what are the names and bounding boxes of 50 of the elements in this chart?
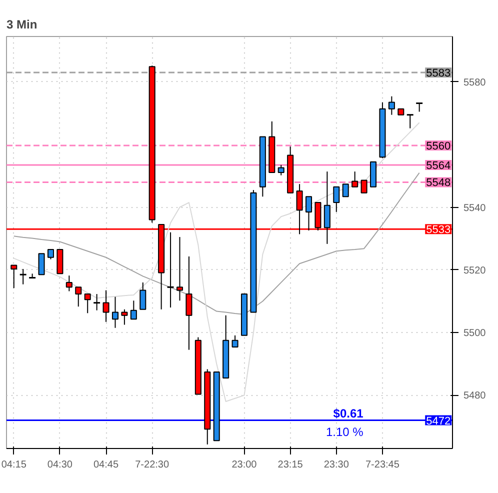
candlestick bbox=[176, 236, 184, 302]
annotation: 1.10 % bbox=[326, 425, 364, 440]
candlestick bbox=[10, 264, 18, 289]
x-tick-label: 23:00 bbox=[232, 460, 258, 470]
candlestick bbox=[352, 171, 358, 188]
x-tick-label: 7-23:45 bbox=[366, 460, 400, 470]
candlestick bbox=[333, 186, 340, 212]
ref-line-label: 5583 bbox=[426, 68, 451, 80]
candlestick bbox=[92, 294, 101, 311]
ref-line-label: 5548 bbox=[426, 177, 451, 190]
ref-line-label: 5560 bbox=[426, 140, 451, 153]
candlestick bbox=[38, 253, 45, 276]
candlestick bbox=[121, 308, 128, 326]
ref-line-label: 5472 bbox=[426, 415, 451, 428]
candlestick bbox=[112, 296, 118, 328]
ref-line-label: 5533 bbox=[426, 224, 451, 236]
candlestick bbox=[342, 184, 349, 198]
line-series bbox=[13, 122, 420, 402]
candlestick bbox=[278, 164, 284, 176]
candlestick bbox=[324, 171, 330, 244]
candlestick bbox=[232, 334, 238, 348]
candlestick bbox=[66, 275, 72, 292]
candlestick bbox=[19, 268, 28, 285]
candlestick bbox=[102, 290, 110, 322]
x-tick-label: 04:45 bbox=[94, 460, 119, 470]
candlestick bbox=[305, 196, 312, 231]
line-series bbox=[13, 172, 420, 315]
candlestick bbox=[130, 300, 137, 320]
candlestick bbox=[75, 286, 82, 308]
candlestick bbox=[84, 294, 91, 314]
candlestick bbox=[47, 249, 54, 260]
x-tick-label: 23:15 bbox=[278, 460, 304, 470]
candlestick bbox=[360, 180, 368, 194]
x-tick-label: 23:30 bbox=[324, 460, 350, 470]
candlestick bbox=[166, 232, 174, 308]
y-tick-label: 5520 bbox=[464, 265, 486, 276]
annotation: $0.61 bbox=[333, 406, 364, 420]
chart-title: 3 Min bbox=[6, 18, 38, 32]
text: 5564 bbox=[426, 160, 451, 172]
y-tick-label: 5580 bbox=[464, 77, 486, 88]
y-tick-label: 5500 bbox=[464, 328, 486, 340]
candlestick bbox=[388, 96, 395, 116]
candlestick bbox=[406, 114, 414, 129]
candlestick bbox=[140, 282, 146, 310]
y-tick-label: 5540 bbox=[464, 202, 486, 214]
x-tick-label: 04:30 bbox=[47, 460, 73, 470]
x-tick-label: 7-22:30 bbox=[135, 460, 170, 470]
candlestick bbox=[186, 256, 192, 350]
y-tick-label: 5480 bbox=[464, 390, 486, 402]
x-tick-label: 04:15 bbox=[1, 460, 27, 470]
